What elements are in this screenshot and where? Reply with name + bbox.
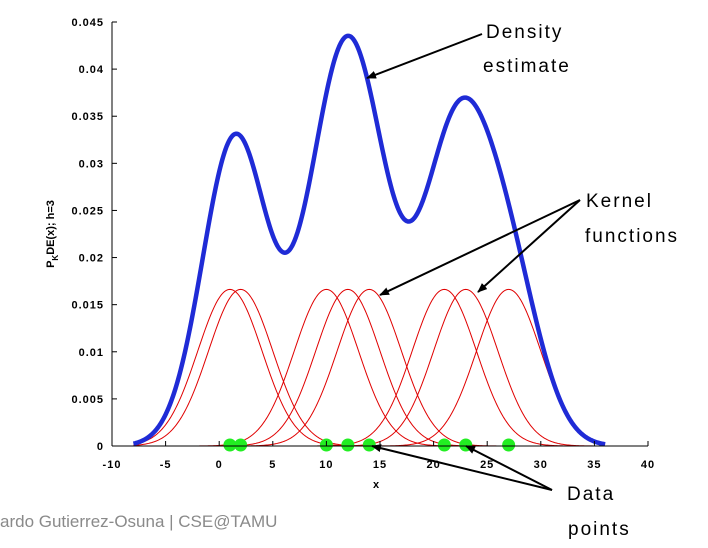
data-point-5 xyxy=(362,438,376,452)
arrow-to-kernel-left xyxy=(379,199,581,296)
y-tick-label: 0.01 xyxy=(79,347,104,359)
y-tick-label: 0.045 xyxy=(71,17,104,29)
y-tick-label: 0.04 xyxy=(79,64,104,76)
y-tick-label: 0.02 xyxy=(79,253,104,265)
x-tick-label: 30 xyxy=(534,459,548,471)
axes xyxy=(111,22,648,447)
footer-credit: ardo Gutierrez-Osuna | CSE@TAMU xyxy=(0,512,278,531)
y-axis-label: PKDE(x); h=3 xyxy=(45,200,60,268)
x-tick-label: 15 xyxy=(373,459,387,471)
x-tick-label: 40 xyxy=(641,459,655,471)
x-tick-label: 0 xyxy=(216,459,223,471)
y-ticks: 0 0.005 0.01 0.015 0.02 0.025 0.03 0.035 0.04 0.0… xyxy=(71,17,117,453)
annotation-kernel: Kernel functions xyxy=(379,191,679,296)
y-tick-label: 0.015 xyxy=(71,300,104,312)
arrow-to-kernel-right xyxy=(477,199,581,293)
x-tick-label: 5 xyxy=(269,459,276,471)
x-tick-label: 25 xyxy=(480,459,494,471)
data-point-2 xyxy=(234,438,248,452)
x-tick-label: 10 xyxy=(319,459,333,471)
annotation-density-line1: Density xyxy=(486,22,563,43)
arrow-to-density xyxy=(366,33,483,79)
y-tick-label: 0 xyxy=(97,441,104,453)
annotation-kernel-line2: functions xyxy=(585,226,679,247)
annotation-density: Density estimate xyxy=(366,22,571,79)
y-tick-label: 0.005 xyxy=(71,394,104,406)
annotation-points-line1: Data xyxy=(567,484,615,505)
data-point-7 xyxy=(459,438,473,452)
x-tick-label: 35 xyxy=(587,459,601,471)
data-point-8 xyxy=(502,438,516,452)
x-axis-label: x xyxy=(373,479,380,491)
data-point-1 xyxy=(223,438,237,452)
x-ticks: -10 -5 0 5 10 15 20 25 30 35 40 xyxy=(103,441,655,471)
arrow-to-point-right xyxy=(465,445,553,491)
x-tick-label: -5 xyxy=(160,459,172,471)
density-estimate-line xyxy=(132,33,607,447)
annotation-density-line2: estimate xyxy=(483,56,571,77)
annotation-kernel-line1: Kernel xyxy=(586,191,653,212)
y-tick-label: 0.035 xyxy=(71,111,104,123)
arrow-to-point-left xyxy=(371,444,553,491)
x-tick-label: -10 xyxy=(103,459,122,471)
y-tick-label: 0.025 xyxy=(71,205,104,217)
annotation-points-line2: points xyxy=(568,519,631,540)
data-point-4 xyxy=(341,438,355,452)
y-tick-label: 0.03 xyxy=(79,158,104,170)
annotation-points: Data points xyxy=(371,444,631,540)
data-point-6 xyxy=(437,438,451,452)
